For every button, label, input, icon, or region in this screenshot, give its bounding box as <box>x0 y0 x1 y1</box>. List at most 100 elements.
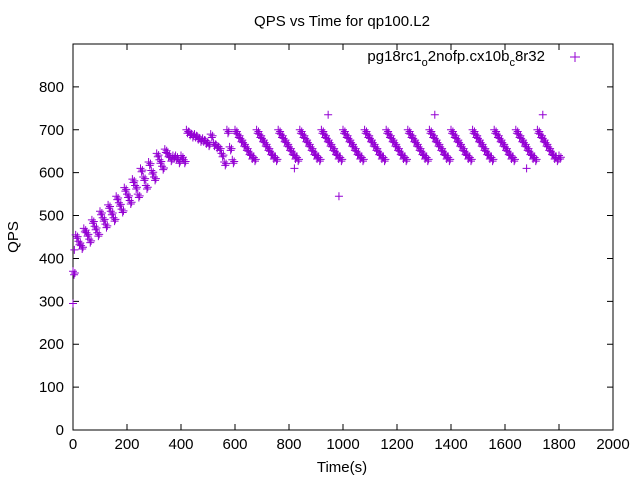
data-point <box>134 193 143 202</box>
data-point <box>276 130 285 139</box>
data-point <box>538 110 547 119</box>
data-point <box>69 299 77 308</box>
data-point <box>110 217 119 226</box>
data-point <box>87 236 96 245</box>
data-point <box>140 176 149 185</box>
data-point <box>266 147 275 156</box>
data-point <box>111 215 120 224</box>
data-point <box>137 167 146 176</box>
chart-title: QPS vs Time for qp100.L2 <box>254 13 430 30</box>
data-point <box>159 165 168 174</box>
data-point <box>279 134 288 143</box>
data-point <box>438 147 447 156</box>
data-point <box>368 138 377 147</box>
data-point <box>366 134 374 143</box>
data-point <box>424 155 433 164</box>
data-point <box>141 181 150 190</box>
legend-label: pg18rc1o2nofp.cx10bc8r32 <box>367 48 545 69</box>
data-point <box>285 142 293 151</box>
data-point <box>78 243 87 252</box>
data-point <box>222 125 231 134</box>
data-point <box>151 174 160 183</box>
data-point <box>96 207 104 216</box>
data-point <box>228 155 237 164</box>
data-point <box>231 125 239 134</box>
data-point <box>384 130 393 139</box>
data-point <box>522 164 531 173</box>
data-point <box>125 196 134 205</box>
data-point <box>244 147 253 156</box>
data-point <box>104 200 113 209</box>
data-point <box>533 125 542 134</box>
data-point <box>117 205 126 214</box>
data-point <box>89 217 98 226</box>
data-point <box>487 153 496 162</box>
data-point <box>498 138 507 147</box>
data-point <box>546 147 555 156</box>
data-point <box>230 157 239 166</box>
data-point <box>422 153 431 162</box>
x-tick-label: 2000 <box>596 436 629 453</box>
data-point <box>314 153 323 162</box>
x-tick-label: 600 <box>222 436 247 453</box>
data-point <box>503 147 512 156</box>
data-point <box>226 146 235 155</box>
data-point <box>71 230 80 239</box>
data-point <box>519 138 528 147</box>
data-point <box>379 153 388 162</box>
data-point <box>274 125 283 134</box>
data-point <box>447 125 455 134</box>
data-point <box>100 215 109 224</box>
data-point <box>179 155 188 164</box>
data-point <box>514 130 523 139</box>
data-point <box>309 147 318 156</box>
data-point <box>160 145 169 154</box>
data-point <box>530 153 539 162</box>
data-point <box>145 161 154 170</box>
data-point <box>131 181 140 190</box>
data-point <box>315 157 324 166</box>
data-point <box>146 159 155 168</box>
data-point <box>455 138 464 147</box>
data-point <box>224 127 233 136</box>
x-tick-label: 1400 <box>434 436 467 453</box>
data-point <box>233 130 242 139</box>
data-point <box>452 134 461 143</box>
data-point <box>258 134 266 143</box>
x-tick-label: 800 <box>276 436 301 453</box>
data-point <box>382 125 391 134</box>
data-point <box>158 162 167 171</box>
x-tick-label: 200 <box>114 436 139 453</box>
data-point <box>239 138 248 147</box>
data-point <box>127 198 136 207</box>
data-point <box>70 270 79 279</box>
data-point <box>538 134 547 143</box>
data-point <box>509 153 518 162</box>
data-point <box>151 176 160 185</box>
data-point <box>479 142 488 151</box>
data-point <box>476 138 485 147</box>
data-point <box>119 206 128 215</box>
data-point <box>139 172 148 181</box>
data-point <box>293 153 302 162</box>
data-point <box>339 125 347 134</box>
data-point <box>255 130 264 139</box>
data-point <box>402 157 411 166</box>
data-point <box>352 147 361 156</box>
data-point <box>133 190 142 199</box>
data-point <box>349 142 358 151</box>
data-point <box>322 134 331 143</box>
data-point <box>433 138 442 147</box>
data-point <box>341 130 350 139</box>
data-point <box>136 164 145 173</box>
data-point <box>87 215 96 224</box>
data-point <box>320 130 329 139</box>
data-point <box>132 183 141 192</box>
x-tick-label: 1800 <box>542 436 575 453</box>
x-tick-label: 400 <box>168 436 193 453</box>
y-tick-label: 200 <box>39 336 64 353</box>
x-tick-label: 0 <box>69 436 77 453</box>
data-point <box>143 183 152 192</box>
data-point <box>492 130 501 139</box>
data-point <box>252 125 261 134</box>
